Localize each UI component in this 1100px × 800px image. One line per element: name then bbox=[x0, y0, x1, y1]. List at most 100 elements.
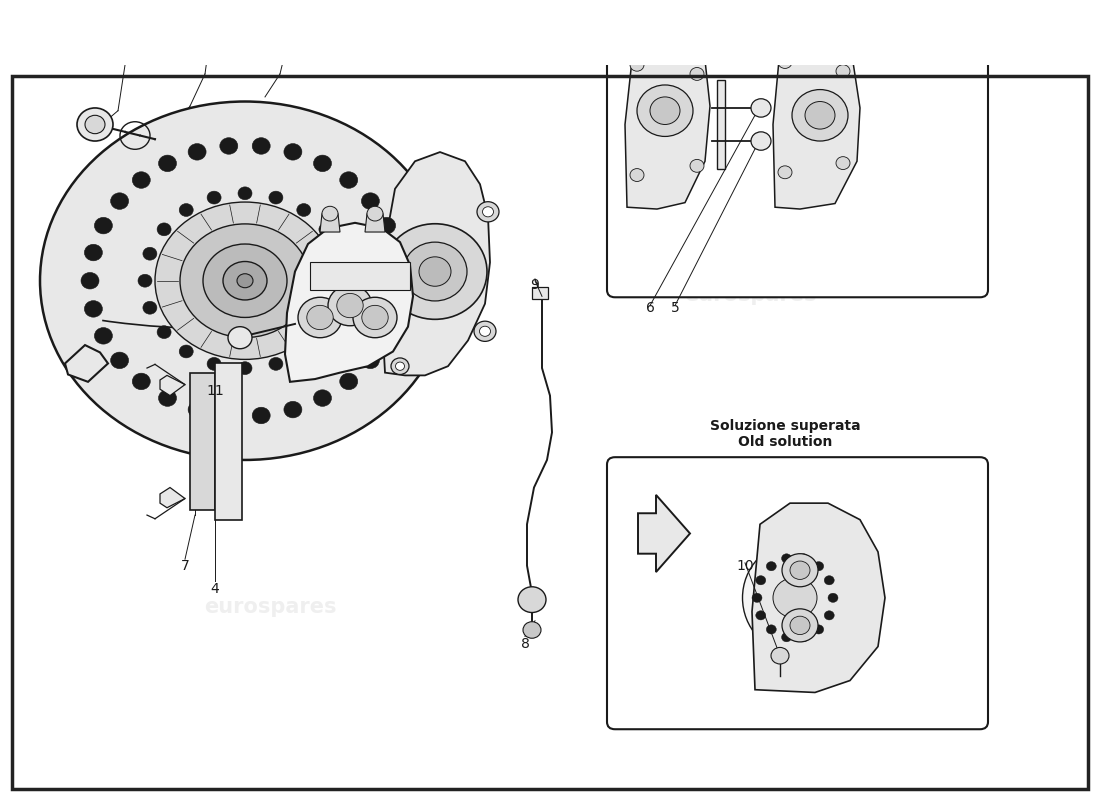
Circle shape bbox=[179, 345, 194, 358]
Circle shape bbox=[85, 301, 102, 317]
Circle shape bbox=[132, 172, 151, 188]
Circle shape bbox=[751, 132, 771, 150]
Text: 5: 5 bbox=[671, 302, 680, 315]
Polygon shape bbox=[160, 487, 185, 508]
Circle shape bbox=[483, 206, 494, 217]
Text: 7: 7 bbox=[180, 558, 189, 573]
Text: eurospares: eurospares bbox=[684, 285, 816, 305]
Circle shape bbox=[781, 633, 792, 642]
Circle shape bbox=[268, 191, 283, 204]
Polygon shape bbox=[773, 37, 860, 209]
Text: eurospares: eurospares bbox=[684, 560, 816, 580]
Circle shape bbox=[111, 193, 129, 210]
Circle shape bbox=[690, 159, 704, 172]
Circle shape bbox=[338, 274, 352, 287]
Circle shape bbox=[298, 298, 342, 338]
Text: eurospares: eurospares bbox=[204, 404, 337, 424]
Text: 2: 2 bbox=[135, 0, 144, 3]
Polygon shape bbox=[752, 503, 886, 693]
Circle shape bbox=[353, 298, 397, 338]
Circle shape bbox=[518, 586, 546, 613]
Polygon shape bbox=[65, 345, 108, 382]
Circle shape bbox=[522, 622, 541, 638]
Circle shape bbox=[824, 610, 834, 620]
Ellipse shape bbox=[742, 542, 847, 653]
Ellipse shape bbox=[180, 224, 310, 338]
Circle shape bbox=[767, 562, 777, 570]
Polygon shape bbox=[532, 287, 548, 299]
Circle shape bbox=[284, 402, 301, 418]
Text: 6: 6 bbox=[646, 302, 654, 315]
Circle shape bbox=[637, 85, 693, 137]
Circle shape bbox=[419, 257, 451, 286]
Circle shape bbox=[297, 345, 311, 358]
Polygon shape bbox=[365, 214, 385, 232]
Circle shape bbox=[85, 115, 104, 134]
Circle shape bbox=[390, 358, 409, 374]
Text: 1: 1 bbox=[287, 0, 296, 3]
Ellipse shape bbox=[223, 262, 267, 300]
Circle shape bbox=[836, 65, 850, 78]
Circle shape bbox=[383, 224, 487, 319]
Ellipse shape bbox=[155, 202, 336, 359]
Circle shape bbox=[799, 633, 808, 642]
Circle shape bbox=[792, 90, 848, 141]
Circle shape bbox=[824, 576, 834, 585]
Circle shape bbox=[782, 609, 818, 642]
Polygon shape bbox=[190, 373, 214, 510]
Circle shape bbox=[138, 274, 152, 287]
Ellipse shape bbox=[204, 244, 287, 318]
Circle shape bbox=[362, 193, 380, 210]
Polygon shape bbox=[160, 375, 185, 396]
Circle shape bbox=[756, 610, 766, 620]
FancyBboxPatch shape bbox=[607, 0, 988, 298]
Circle shape bbox=[252, 138, 271, 154]
Ellipse shape bbox=[40, 102, 450, 460]
Circle shape bbox=[322, 206, 338, 221]
Circle shape bbox=[319, 223, 333, 236]
Circle shape bbox=[81, 273, 99, 289]
Circle shape bbox=[220, 407, 238, 424]
Circle shape bbox=[238, 187, 252, 200]
Circle shape bbox=[474, 321, 496, 342]
Circle shape bbox=[207, 358, 221, 370]
Circle shape bbox=[650, 97, 680, 125]
Circle shape bbox=[333, 302, 348, 314]
Circle shape bbox=[319, 326, 333, 338]
Circle shape bbox=[778, 55, 792, 69]
Circle shape bbox=[396, 362, 405, 370]
Polygon shape bbox=[310, 262, 410, 290]
Circle shape bbox=[814, 562, 824, 570]
Text: 11: 11 bbox=[206, 384, 224, 398]
Polygon shape bbox=[717, 80, 725, 169]
Circle shape bbox=[403, 242, 467, 301]
Circle shape bbox=[630, 58, 644, 71]
Circle shape bbox=[387, 244, 406, 261]
Polygon shape bbox=[320, 214, 340, 232]
Polygon shape bbox=[214, 363, 242, 520]
Circle shape bbox=[252, 407, 271, 424]
Circle shape bbox=[268, 358, 283, 370]
Circle shape bbox=[751, 98, 771, 117]
Circle shape bbox=[377, 218, 396, 234]
Circle shape bbox=[828, 594, 838, 602]
Circle shape bbox=[95, 218, 112, 234]
Circle shape bbox=[95, 327, 112, 344]
Text: 10: 10 bbox=[736, 558, 754, 573]
Circle shape bbox=[157, 326, 172, 338]
Circle shape bbox=[799, 554, 808, 563]
Circle shape bbox=[362, 306, 388, 330]
Circle shape bbox=[836, 157, 850, 170]
Text: Soluzione superata
Old solution: Soluzione superata Old solution bbox=[710, 418, 860, 449]
Circle shape bbox=[333, 247, 348, 260]
Circle shape bbox=[367, 206, 383, 221]
Circle shape bbox=[284, 143, 301, 160]
Text: 4: 4 bbox=[210, 582, 219, 596]
Circle shape bbox=[337, 294, 363, 318]
Circle shape bbox=[328, 286, 372, 326]
Polygon shape bbox=[638, 495, 690, 572]
Circle shape bbox=[314, 390, 331, 406]
Circle shape bbox=[781, 554, 792, 563]
Circle shape bbox=[340, 172, 358, 188]
Circle shape bbox=[179, 203, 194, 217]
